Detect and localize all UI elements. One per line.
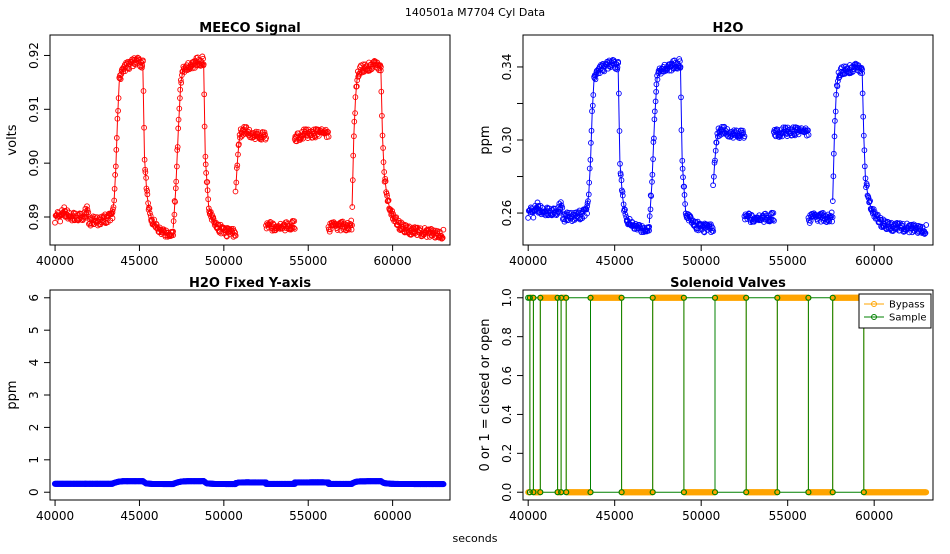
y-axis-label: volts xyxy=(5,124,20,155)
chart-title: H2O xyxy=(713,21,744,36)
legend-label-bypass: Bypass xyxy=(889,300,925,311)
data-point xyxy=(441,482,446,487)
y-tick-label: 3 xyxy=(27,391,41,399)
x-tick-label: 40000 xyxy=(509,254,547,268)
plot-area xyxy=(53,54,446,241)
y-tick-label: 0.89 xyxy=(27,204,41,231)
x-tick-label: 60000 xyxy=(855,254,893,268)
plot-frame xyxy=(50,290,450,500)
legend: Bypass Sample xyxy=(859,294,931,328)
y-tick-label: 4 xyxy=(27,359,41,367)
x-tick-label: 60000 xyxy=(374,254,412,268)
x-tick-label: 40000 xyxy=(36,254,74,268)
x-tick-label: 50000 xyxy=(205,509,243,523)
y-tick-label: 0.92 xyxy=(27,42,41,69)
panel-h2o: H2O ppm 40000 45000 50000 55000 60000 0.26 0.30 0… xyxy=(478,21,933,268)
series-line-segment xyxy=(680,63,713,228)
series-line-segment xyxy=(649,63,680,223)
y-tick-label: 0.91 xyxy=(27,96,41,123)
y-tick-label: 0.26 xyxy=(500,200,514,227)
y-tick-label: 0.30 xyxy=(500,127,514,154)
x-tick-label: 55000 xyxy=(769,254,807,268)
data-point xyxy=(526,216,531,221)
series-line-segment xyxy=(862,69,926,230)
y-tick-label: 0.4 xyxy=(500,405,514,424)
x-tick-label: 55000 xyxy=(769,509,807,523)
x-tick-label: 45000 xyxy=(120,254,158,268)
legend-label-sample: Sample xyxy=(889,313,927,324)
panel-meeco-signal: MEECO Signal volts 40000 45000 50000 55000 600… xyxy=(5,21,450,268)
series-line-segment xyxy=(618,65,649,229)
x-tick-label: 50000 xyxy=(205,254,243,268)
y-axis-label: ppm xyxy=(478,125,493,154)
y-tick-label: 0 xyxy=(27,488,41,496)
x-tick-label: 55000 xyxy=(289,254,327,268)
y-tick-label: 2 xyxy=(27,424,41,432)
y-tick-label: 0.90 xyxy=(27,150,41,177)
figure-header: 140501a M7704 Cyl Data xyxy=(405,6,545,19)
y-tick-label: 1 xyxy=(27,456,41,464)
x-tick-label: 45000 xyxy=(596,509,634,523)
data-point xyxy=(531,215,536,220)
x-tick-label: 40000 xyxy=(36,509,74,523)
x-tick-label: 60000 xyxy=(855,509,893,523)
panel-h2o-fixed-y-axis: H2O Fixed Y-axis ppm 40000 45000 50000 55000 6… xyxy=(5,276,450,523)
x-tick-label: 60000 xyxy=(374,509,412,523)
chart-title: Solenoid Valves xyxy=(670,276,786,291)
x-tick-label: 55000 xyxy=(289,509,327,523)
y-axis-label: 0 or 1 = closed or open xyxy=(478,318,493,471)
x-tick-label: 40000 xyxy=(509,509,547,523)
plot-area xyxy=(52,479,446,487)
x-tick-label: 45000 xyxy=(120,509,158,523)
chart-title: H2O Fixed Y-axis xyxy=(189,276,311,291)
y-tick-label: 6 xyxy=(27,294,41,302)
series-line-segment xyxy=(587,63,618,205)
y-tick-label: 1.0 xyxy=(500,288,514,307)
y-tick-label: 5 xyxy=(27,326,41,334)
y-tick-label: 0.8 xyxy=(500,327,514,346)
series-line-segment xyxy=(204,61,236,233)
y-tick-label: 0.6 xyxy=(500,366,514,385)
chart-title: MEECO Signal xyxy=(199,21,300,36)
y-tick-label: 0.2 xyxy=(500,444,514,463)
y-tick-label: 0.0 xyxy=(500,483,514,502)
x-tick-label: 45000 xyxy=(596,254,634,268)
panel-solenoid-valves: Solenoid Valves 0 or 1 = closed or open 40… xyxy=(478,276,933,523)
data-point xyxy=(53,220,58,225)
data-point xyxy=(58,219,63,224)
y-tick-label: 0.34 xyxy=(500,54,514,81)
x-tick-label: 50000 xyxy=(682,254,720,268)
plot-area xyxy=(526,57,929,237)
figure-xlabel: seconds xyxy=(453,532,498,545)
x-tick-label: 50000 xyxy=(682,509,720,523)
y-axis-label: ppm xyxy=(5,380,20,409)
